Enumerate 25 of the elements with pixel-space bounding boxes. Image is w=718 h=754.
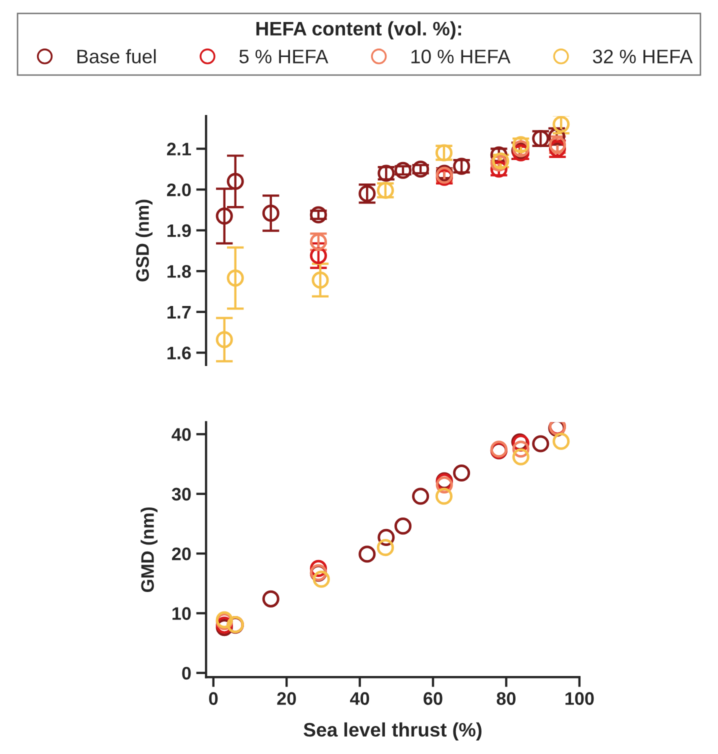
y-tick-label: 1.8	[168, 265, 191, 278]
x-tick-label: 0	[209, 692, 218, 705]
legend-label: Base fuel	[77, 49, 156, 64]
x-tick-label: 60	[424, 692, 442, 705]
legend-label: 32 % HEFA	[592, 50, 693, 64]
y-axis-title: GMD (nm)	[140, 507, 158, 592]
y-axis-title: GSD (nm)	[136, 200, 152, 282]
y-tick-label: 0	[182, 666, 191, 680]
y-tick-label: 2.1	[167, 142, 191, 156]
y-tick-label: 1.6	[168, 346, 191, 360]
legend-label: 10 % HEFA	[411, 50, 510, 64]
x-tick-label: 20	[277, 692, 296, 705]
x-tick-label: 40	[350, 692, 370, 705]
y-tick-label: 1.7	[168, 306, 191, 318]
y-tick-label: 1.9	[168, 224, 191, 238]
y-tick-label: 40	[172, 428, 191, 441]
y-tick-label: 30	[172, 488, 191, 501]
legend-label: 5 % HEFA	[239, 50, 328, 64]
legend-title: HEFA content (vol. %):	[256, 21, 462, 40]
x-tick-label: 100	[566, 692, 594, 705]
y-tick-label: 20	[172, 547, 191, 560]
x-axis-title: Sea level thrust (%)	[304, 722, 482, 741]
x-tick-label: 80	[496, 692, 516, 705]
y-tick-label: 2.0	[167, 183, 191, 196]
y-tick-label: 10	[172, 607, 191, 620]
